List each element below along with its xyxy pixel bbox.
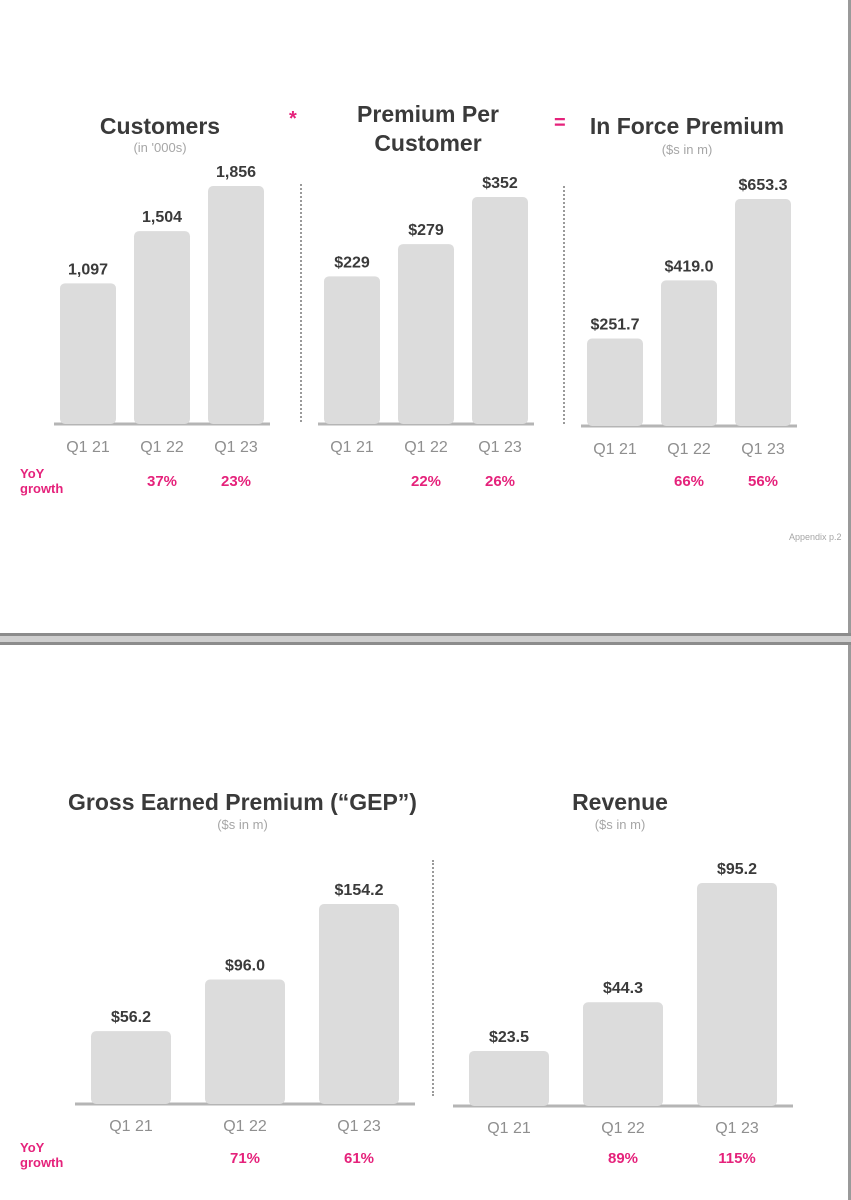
chart-subtitle-customers: (in '000s) bbox=[133, 140, 187, 155]
yoy-growth-value: 26% bbox=[485, 473, 515, 490]
bar-q1-21 bbox=[91, 1031, 171, 1104]
value-label: $23.5 bbox=[489, 1029, 529, 1046]
yoy-label-line1: YoY bbox=[20, 466, 45, 481]
category-label: Q1 23 bbox=[715, 1120, 759, 1137]
bar-q1-21 bbox=[324, 276, 380, 424]
bar-q1-23 bbox=[208, 186, 264, 424]
chart-title-premium-per-customer: Premium Per Customer bbox=[318, 100, 538, 158]
value-label: $653.3 bbox=[739, 177, 788, 194]
yoy-growth-label: YoY growth bbox=[20, 466, 63, 496]
value-label: $419.0 bbox=[665, 258, 714, 275]
slide-divider bbox=[0, 633, 851, 645]
category-label: Q1 23 bbox=[741, 441, 785, 458]
bar-q1-23 bbox=[697, 883, 777, 1106]
revenue-chart: $23.5 Q1 21 $44.3 Q1 22 89% $95.2 Q1 23 115% bbox=[453, 861, 793, 1167]
chart-divider bbox=[432, 860, 434, 1096]
yoy-growth-value: 61% bbox=[344, 1150, 374, 1167]
category-label: Q1 22 bbox=[667, 441, 711, 458]
yoy-growth-value: 23% bbox=[221, 473, 251, 490]
yoy-growth-value: 115% bbox=[718, 1150, 756, 1167]
value-label: 1,097 bbox=[68, 261, 108, 278]
chart-title-revenue: Revenue bbox=[572, 789, 668, 815]
bar-q1-21 bbox=[60, 283, 116, 424]
yoy-growth-value: 37% bbox=[147, 473, 177, 490]
customers-chart: 1,097 Q1 21 1,504 Q1 22 37% 1,856 Q1 23 23% bbox=[54, 164, 270, 490]
yoy-growth-value: 89% bbox=[608, 1150, 638, 1167]
category-label: Q1 21 bbox=[109, 1118, 153, 1135]
bar-q1-21 bbox=[587, 338, 643, 426]
bar-q1-23 bbox=[319, 904, 399, 1104]
chart-subtitle-revenue: ($s in m) bbox=[594, 817, 646, 832]
bar-q1-22 bbox=[205, 979, 285, 1104]
value-label: $154.2 bbox=[335, 882, 384, 899]
appendix-note: Appendix p.2 bbox=[789, 532, 842, 542]
category-label: Q1 21 bbox=[66, 439, 110, 456]
chart-title-gep: Gross Earned Premium (“GEP”) bbox=[68, 789, 417, 815]
bar-q1-21 bbox=[469, 1050, 549, 1106]
chart-title-line-2: Customer bbox=[374, 130, 482, 156]
yoy-label-line2: growth bbox=[20, 1155, 64, 1170]
category-label: Q1 23 bbox=[478, 439, 522, 456]
value-label: $251.7 bbox=[591, 317, 640, 334]
category-label: Q1 22 bbox=[140, 439, 184, 456]
slide-bottom: Gross Earned Premium (“GEP”) ($s in m) R… bbox=[0, 645, 851, 1200]
yoy-label-line1: YoY bbox=[20, 1140, 45, 1155]
yoy-growth-value: 71% bbox=[230, 1150, 260, 1167]
bar-q1-22 bbox=[661, 280, 717, 426]
category-label: Q1 23 bbox=[214, 439, 258, 456]
bar-q1-22 bbox=[583, 1002, 663, 1106]
multiply-operator: * bbox=[289, 108, 297, 130]
value-label: $44.3 bbox=[603, 980, 643, 997]
yoy-growth-value: 56% bbox=[748, 473, 778, 490]
premium-per-customer-chart: $229 Q1 21 $279 Q1 22 22% $352 Q1 23 26% bbox=[318, 175, 534, 490]
value-label: $96.0 bbox=[225, 957, 265, 974]
in-force-premium-chart: $251.7 Q1 21 $419.0 Q1 22 66% $653.3 Q1 23 56% bbox=[581, 177, 797, 490]
chart-title-in-force-premium: In Force Premium bbox=[589, 113, 785, 139]
value-label: $95.2 bbox=[717, 861, 757, 878]
category-label: Q1 22 bbox=[404, 439, 448, 456]
value-label: $56.2 bbox=[111, 1009, 151, 1026]
bar-q1-22 bbox=[134, 231, 190, 424]
yoy-growth-value: 22% bbox=[411, 473, 441, 490]
chart-title-line-1: Premium Per bbox=[357, 101, 499, 127]
yoy-growth-value: 66% bbox=[674, 473, 704, 490]
category-label: Q1 21 bbox=[330, 439, 374, 456]
yoy-growth-label: YoY growth bbox=[20, 1140, 63, 1170]
chart-title-customers: Customers bbox=[99, 113, 221, 139]
value-label: 1,856 bbox=[216, 164, 256, 181]
category-label: Q1 22 bbox=[223, 1118, 267, 1135]
value-label: 1,504 bbox=[142, 209, 182, 226]
equals-operator: = bbox=[554, 112, 566, 134]
value-label: $352 bbox=[482, 175, 518, 192]
gep-chart: $56.2 Q1 21 $96.0 Q1 22 71% $154.2 Q1 23 61% bbox=[75, 882, 415, 1167]
value-label: $229 bbox=[334, 254, 370, 271]
category-label: Q1 22 bbox=[601, 1120, 645, 1137]
slide-top: Customers (in '000s) * Premium Per Custo… bbox=[20, 0, 851, 633]
bar-q1-23 bbox=[472, 197, 528, 424]
chart-subtitle-in-force-premium: ($s in m) bbox=[661, 142, 713, 157]
chart-divider bbox=[563, 186, 565, 424]
bar-q1-23 bbox=[735, 199, 791, 426]
chart-subtitle-gep: ($s in m) bbox=[217, 817, 268, 832]
value-label: $279 bbox=[408, 222, 444, 239]
chart-divider bbox=[300, 184, 302, 422]
category-label: Q1 21 bbox=[487, 1120, 531, 1137]
bar-q1-22 bbox=[398, 244, 454, 424]
category-label: Q1 23 bbox=[337, 1118, 381, 1135]
yoy-label-line2: growth bbox=[20, 481, 64, 496]
category-label: Q1 21 bbox=[593, 441, 637, 458]
